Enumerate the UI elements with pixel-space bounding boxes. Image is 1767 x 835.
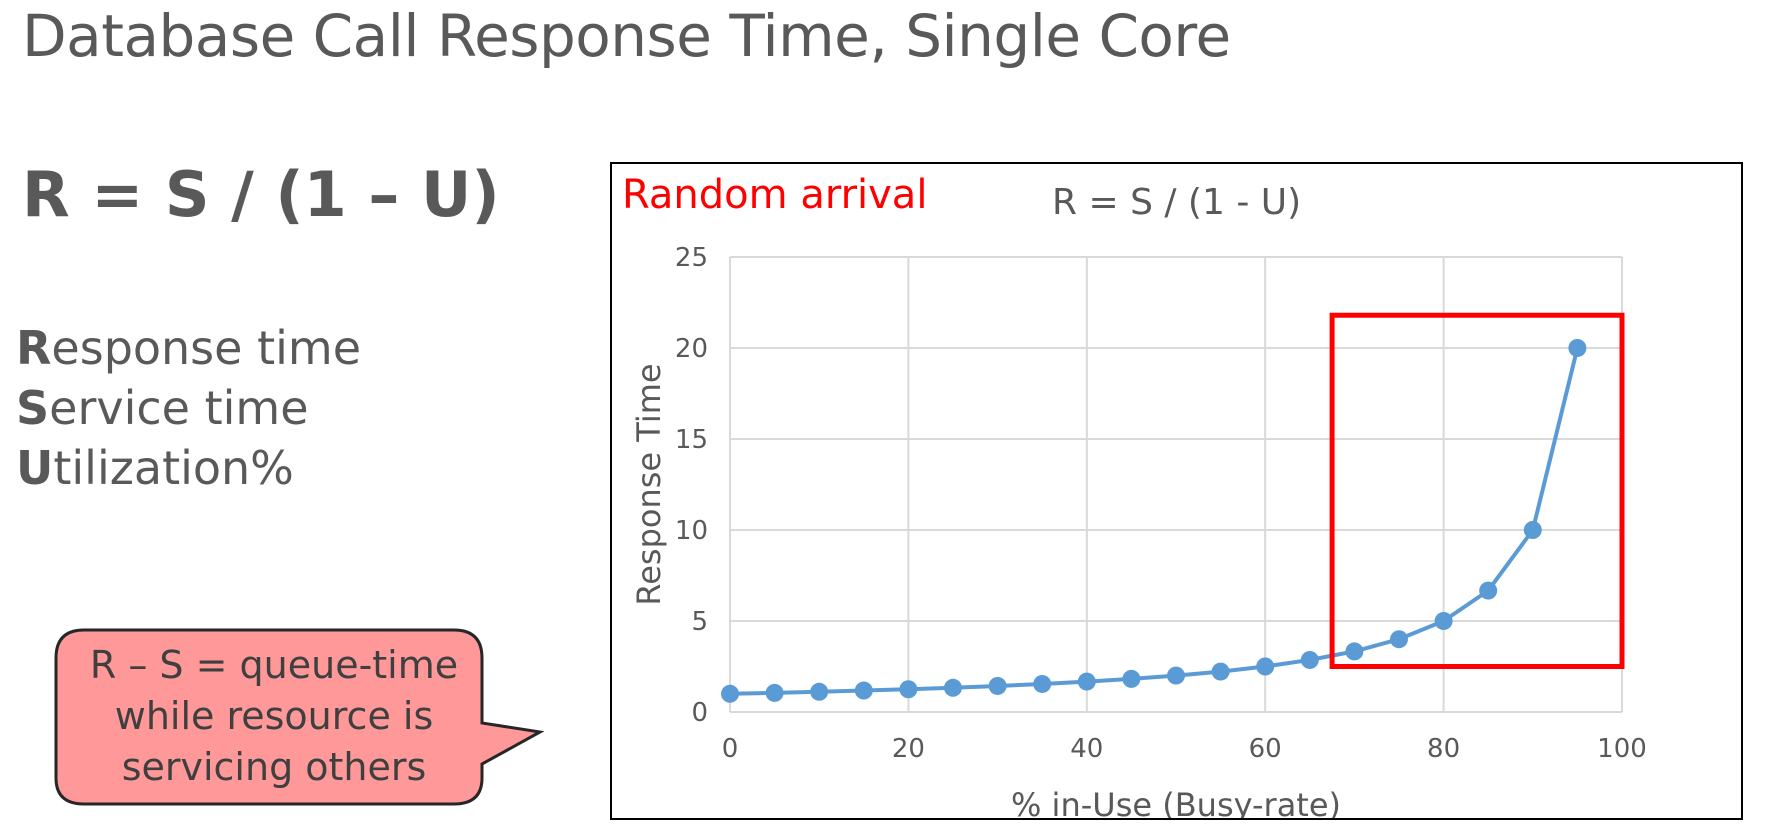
callout-line: R – S = queue-time — [89, 643, 459, 687]
formula-heading: R = S / (1 – U) — [22, 158, 500, 231]
chart-title: R = S / (1 - U) — [1052, 182, 1302, 223]
data-point — [1568, 339, 1587, 357]
definition-initial: R — [16, 321, 52, 375]
x-axis-label: % in-Use (Busy-rate) — [1011, 786, 1341, 818]
data-point — [1167, 666, 1185, 685]
definition-response-time: Response time — [16, 318, 361, 378]
data-point — [854, 681, 873, 700]
chart-plot-area: 0 5 10 15 20 25 0 20 40 60 80 100 % in-Use (Busy-rat… — [630, 243, 1647, 818]
y-tick-label: 25 — [675, 243, 708, 273]
variable-definitions: Response time Service time Utilization% — [16, 318, 361, 498]
y-tick-label: 15 — [675, 425, 708, 455]
highlight-box — [1329, 312, 1625, 670]
x-tick-label: 0 — [722, 734, 739, 764]
y-axis-label: Response Time — [630, 363, 668, 605]
data-point — [899, 680, 918, 699]
definition-initial: S — [16, 381, 50, 435]
data-point — [1479, 581, 1498, 600]
data-point — [1434, 612, 1453, 630]
data-point — [721, 684, 739, 703]
callout-text: R – S = queue-time while resource is ser… — [64, 640, 484, 793]
random-arrival-annotation: Random arrival — [622, 172, 928, 218]
definition-service-time: Service time — [16, 378, 361, 438]
data-point — [765, 683, 784, 702]
data-point — [1300, 650, 1319, 669]
x-tick-label: 20 — [892, 734, 925, 764]
data-point — [1033, 674, 1052, 693]
data-point — [810, 682, 829, 701]
x-tick-label: 100 — [1597, 734, 1647, 764]
y-tick-label: 10 — [675, 516, 708, 546]
data-point — [1256, 657, 1275, 676]
series-line — [729, 347, 1580, 696]
data-point — [1077, 672, 1096, 691]
definition-text: esponse time — [51, 321, 362, 375]
data-point — [1523, 521, 1542, 539]
callout-line: while resource is — [114, 694, 434, 738]
data-point — [1122, 669, 1141, 688]
y-tick-label: 5 — [691, 607, 708, 637]
queue-time-callout: R – S = queue-time while resource is ser… — [54, 628, 544, 806]
slide-title: Database Call Response Time, Single Core — [22, 2, 1231, 70]
x-tick-label: 80 — [1427, 734, 1460, 764]
response-time-chart: Random arrival R = S / (1 - U) 0 5 10 15 20 2… — [610, 162, 1743, 820]
x-tick-label: 40 — [1070, 734, 1103, 764]
data-point — [1345, 642, 1364, 661]
data-point — [1211, 662, 1230, 681]
definition-text: ervice time — [49, 381, 309, 435]
callout-bubble-shape — [54, 628, 544, 806]
data-point — [988, 676, 1007, 695]
definition-utilization: Utilization% — [16, 438, 361, 498]
y-tick-label: 20 — [675, 334, 708, 364]
data-point — [944, 678, 962, 697]
definition-text: tilization% — [53, 441, 294, 495]
x-tick-label: 60 — [1249, 734, 1282, 764]
y-tick-label: 0 — [691, 698, 708, 728]
data-point — [1390, 630, 1408, 649]
definition-initial: U — [16, 441, 54, 495]
callout-line: servicing others — [121, 745, 427, 789]
